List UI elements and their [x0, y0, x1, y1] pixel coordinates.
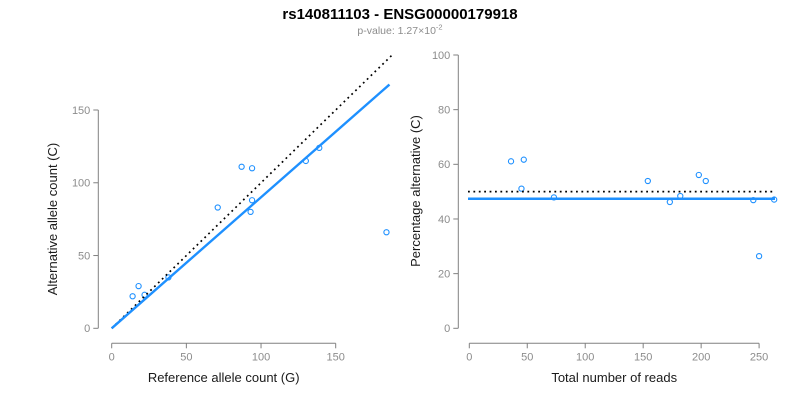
y-tick-label: 80 — [438, 104, 450, 116]
y-axis-title: Alternative allele count (C) — [45, 143, 60, 295]
x-tick-label: 100 — [252, 351, 270, 363]
y-tick-label: 150 — [72, 105, 90, 117]
fit-line — [110, 83, 391, 330]
plot-subtitle: p-value: 1.27×10-2 — [0, 22, 800, 37]
data-point — [750, 196, 757, 204]
data-point — [518, 185, 525, 192]
data-point — [247, 208, 254, 216]
x-tick-label: 50 — [180, 351, 192, 363]
data-point — [248, 165, 256, 172]
x-tick-label: 50 — [521, 351, 533, 363]
y-tick-label: 40 — [438, 214, 450, 226]
pvalue-text: p-value: 1.27×10 — [357, 25, 436, 37]
y-tick-label: 20 — [438, 268, 450, 280]
data-point — [248, 197, 256, 204]
x-axis-title: Reference allele count (G) — [148, 370, 300, 385]
data-point — [755, 252, 763, 260]
y-tick-label: 0 — [444, 323, 450, 335]
y-tick-label: 50 — [78, 250, 90, 262]
y-tick-label: 100 — [432, 50, 450, 62]
x-axis-title: Total number of reads — [551, 370, 677, 385]
data-point — [507, 158, 515, 165]
y-tick-label: 60 — [438, 159, 450, 171]
y-axis-title: Percentage alternative (C) — [408, 115, 423, 267]
pvalue-exponent: -2 — [435, 22, 443, 32]
data-point — [135, 282, 142, 290]
data-point — [238, 163, 245, 170]
data-point — [695, 171, 702, 179]
data-point — [214, 204, 221, 211]
x-tick-label: 200 — [692, 351, 710, 363]
x-tick-label: 0 — [466, 351, 472, 363]
x-tick-label: 0 — [109, 351, 115, 363]
x-tick-label: 250 — [750, 351, 768, 363]
data-point — [520, 156, 527, 163]
identity-line — [111, 54, 394, 329]
data-point — [666, 198, 673, 206]
data-point — [129, 293, 136, 300]
plot-title: rs140811103 - ENSG00000179918 — [282, 6, 518, 23]
data-point — [383, 229, 390, 236]
y-tick-label: 100 — [72, 178, 90, 190]
x-tick-label: 100 — [576, 351, 594, 363]
x-tick-label: 150 — [327, 351, 345, 363]
x-tick-label: 150 — [634, 351, 652, 363]
data-point — [702, 177, 709, 185]
data-point — [550, 194, 558, 201]
data-point — [644, 177, 651, 185]
y-tick-label: 0 — [84, 323, 90, 335]
